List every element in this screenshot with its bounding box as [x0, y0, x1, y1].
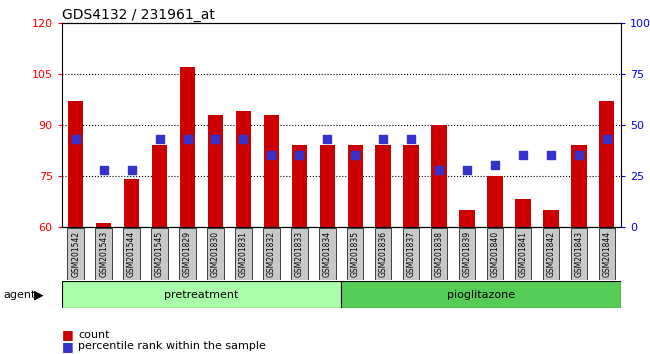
- Text: pretreatment: pretreatment: [164, 290, 239, 300]
- Text: GDS4132 / 231961_at: GDS4132 / 231961_at: [62, 8, 214, 22]
- Text: GSM201837: GSM201837: [407, 231, 415, 277]
- Bar: [124, 179, 139, 227]
- Point: [546, 153, 556, 158]
- Text: GSM201836: GSM201836: [379, 231, 387, 277]
- Bar: [68, 228, 84, 280]
- Bar: [291, 228, 307, 280]
- Bar: [124, 228, 140, 280]
- Bar: [403, 228, 419, 280]
- Point: [406, 136, 416, 142]
- Bar: [341, 281, 621, 308]
- Point: [70, 136, 81, 142]
- Bar: [179, 228, 196, 280]
- Bar: [347, 228, 363, 280]
- Text: GSM201844: GSM201844: [603, 231, 611, 277]
- Text: GSM201835: GSM201835: [351, 231, 359, 277]
- Text: GSM201545: GSM201545: [155, 231, 164, 277]
- Bar: [432, 125, 447, 227]
- Point: [211, 136, 221, 142]
- Text: GSM201833: GSM201833: [295, 231, 304, 277]
- Point: [378, 136, 389, 142]
- Bar: [460, 210, 474, 227]
- Text: count: count: [78, 330, 109, 339]
- Text: GSM201839: GSM201839: [463, 231, 471, 277]
- Text: GSM201831: GSM201831: [239, 231, 248, 277]
- Point: [238, 136, 248, 142]
- Bar: [320, 145, 335, 227]
- Text: GSM201834: GSM201834: [323, 231, 332, 277]
- Bar: [488, 176, 502, 227]
- Point: [574, 153, 584, 158]
- Text: GSM201843: GSM201843: [575, 231, 583, 277]
- Bar: [348, 145, 363, 227]
- Text: GSM201543: GSM201543: [99, 231, 108, 277]
- Point: [322, 136, 332, 142]
- Bar: [68, 101, 83, 227]
- Bar: [96, 223, 111, 227]
- Bar: [62, 281, 341, 308]
- Point: [99, 167, 109, 172]
- Bar: [599, 101, 614, 227]
- Point: [434, 167, 445, 172]
- Bar: [599, 228, 615, 280]
- Text: pioglitazone: pioglitazone: [447, 290, 515, 300]
- Bar: [515, 199, 530, 227]
- Point: [602, 136, 612, 142]
- Text: percentile rank within the sample: percentile rank within the sample: [78, 341, 266, 351]
- Bar: [571, 228, 587, 280]
- Bar: [515, 228, 531, 280]
- Text: GSM201841: GSM201841: [519, 231, 527, 277]
- Point: [182, 136, 193, 142]
- Bar: [375, 228, 391, 280]
- Bar: [263, 228, 280, 280]
- Bar: [543, 228, 559, 280]
- Point: [155, 136, 165, 142]
- Bar: [376, 145, 391, 227]
- Bar: [207, 228, 224, 280]
- Bar: [208, 115, 223, 227]
- Point: [462, 167, 473, 172]
- Point: [350, 153, 360, 158]
- Text: agent: agent: [3, 290, 36, 300]
- Bar: [319, 228, 335, 280]
- Bar: [264, 115, 279, 227]
- Bar: [236, 111, 251, 227]
- Bar: [235, 228, 252, 280]
- Point: [490, 163, 501, 169]
- Text: ■: ■: [62, 340, 73, 353]
- Point: [518, 153, 528, 158]
- Point: [266, 153, 277, 158]
- Text: GSM201840: GSM201840: [491, 231, 499, 277]
- Bar: [151, 228, 168, 280]
- Text: ▶: ▶: [34, 288, 44, 301]
- Bar: [152, 145, 167, 227]
- Text: GSM201842: GSM201842: [547, 231, 555, 277]
- Point: [294, 153, 305, 158]
- Bar: [571, 145, 586, 227]
- Bar: [543, 210, 558, 227]
- Bar: [487, 228, 503, 280]
- Bar: [180, 67, 195, 227]
- Text: GSM201829: GSM201829: [183, 231, 192, 277]
- Bar: [431, 228, 447, 280]
- Text: GSM201544: GSM201544: [127, 231, 136, 277]
- Bar: [404, 145, 419, 227]
- Text: GSM201830: GSM201830: [211, 231, 220, 277]
- Bar: [292, 145, 307, 227]
- Point: [126, 167, 137, 172]
- Text: GSM201838: GSM201838: [435, 231, 443, 277]
- Text: GSM201542: GSM201542: [72, 231, 80, 277]
- Bar: [459, 228, 475, 280]
- Text: GSM201832: GSM201832: [267, 231, 276, 277]
- Text: ■: ■: [62, 328, 73, 341]
- Bar: [96, 228, 112, 280]
